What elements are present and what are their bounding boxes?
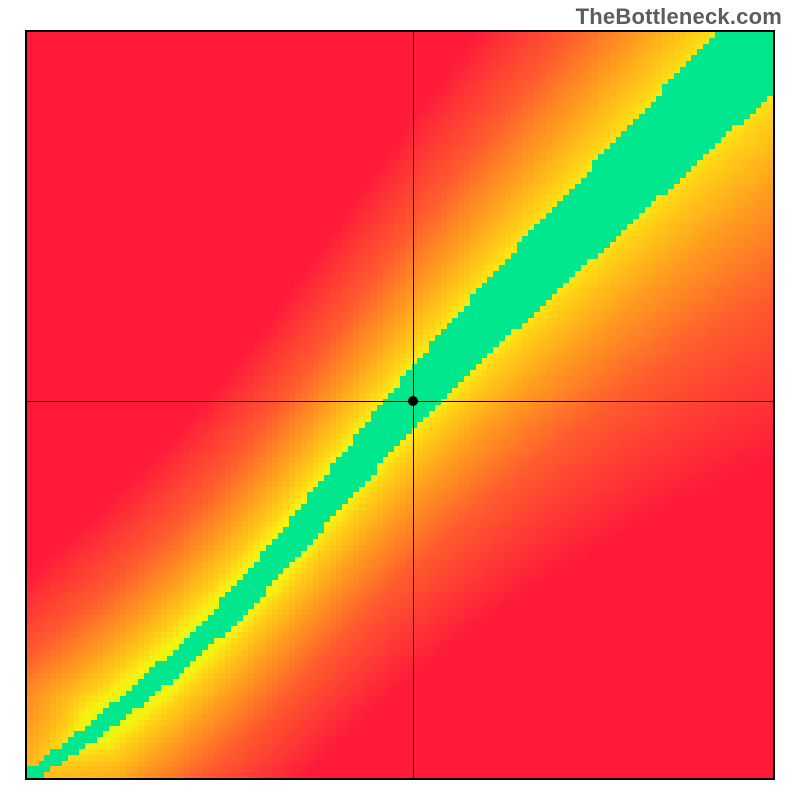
heatmap-canvas [27, 32, 773, 778]
heatmap-frame [25, 30, 775, 780]
watermark-text: TheBottleneck.com [576, 4, 782, 30]
crosshair-horizontal [27, 401, 773, 402]
crosshair-marker [408, 396, 418, 406]
chart-container: TheBottleneck.com [0, 0, 800, 800]
